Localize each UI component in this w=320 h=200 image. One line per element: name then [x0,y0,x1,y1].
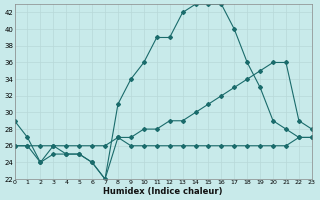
X-axis label: Humidex (Indice chaleur): Humidex (Indice chaleur) [103,187,223,196]
